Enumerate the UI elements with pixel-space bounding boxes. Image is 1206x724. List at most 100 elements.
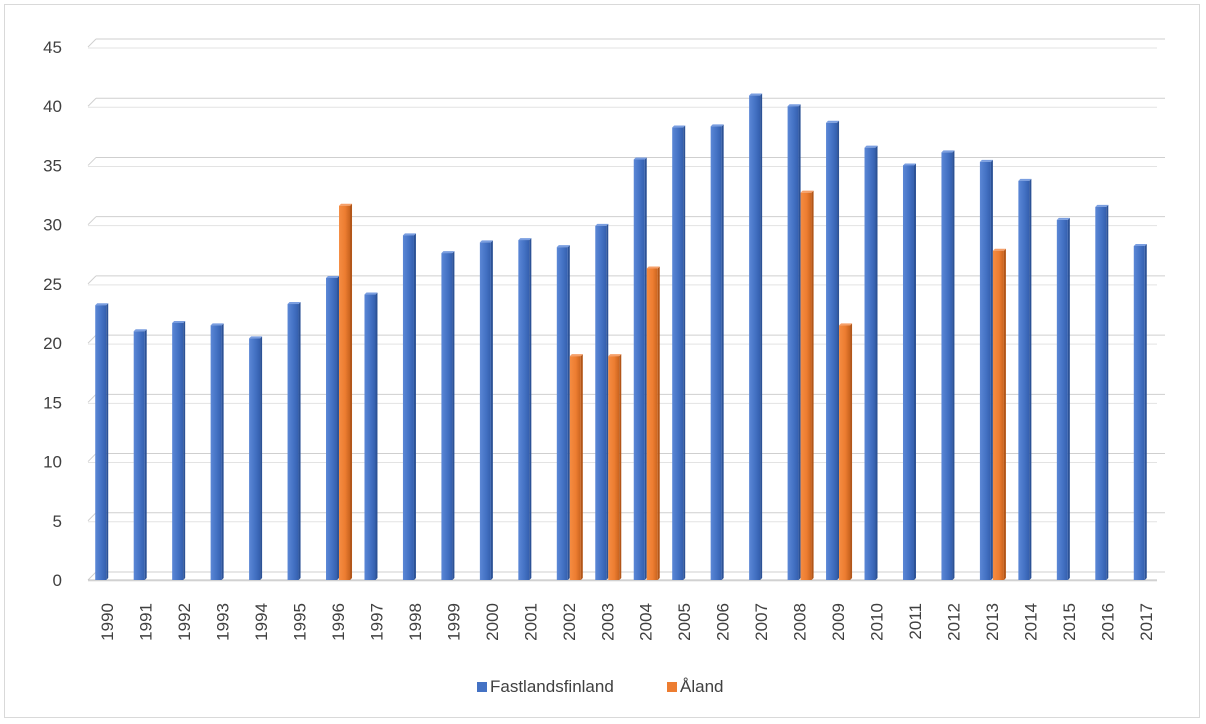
bar-fastlandsfinland-1991 [133, 329, 147, 580]
bar-face [133, 331, 145, 580]
x-tick-label: 2016 [1098, 603, 1117, 641]
bar-side [183, 320, 186, 580]
bar-face [210, 325, 222, 580]
gridline-depth [87, 275, 97, 285]
y-axis-tick-labels: 0 5 10 15 20 25 30 35 40 45 [43, 38, 62, 590]
x-tick-label: 1990 [98, 603, 117, 641]
bar-face [633, 159, 645, 580]
x-tick-label: 1992 [175, 603, 194, 641]
bar-fastlandsfinland-1999 [441, 251, 455, 581]
bar-face [1018, 180, 1030, 580]
bar-fastlandsfinland-1992 [172, 320, 186, 580]
bar-top [249, 336, 263, 339]
x-tick-label: 1997 [367, 603, 386, 641]
gridline-depth [87, 334, 97, 344]
y-tick-label: 0 [53, 571, 62, 590]
bar-top [839, 323, 853, 326]
bar-top [1095, 204, 1109, 207]
y-tick-label: 10 [43, 453, 62, 472]
bar-side [337, 275, 340, 580]
bar-face [249, 338, 261, 580]
bar-side [619, 354, 622, 580]
bar-face [441, 253, 453, 581]
gridlines [87, 38, 1165, 582]
legend-label-fastlandsfinland: Fastlandsfinland [490, 677, 614, 696]
bar-face [326, 277, 338, 580]
bar-top [608, 354, 622, 357]
bar-face [1056, 219, 1068, 580]
bar-fastlandsfinland-2013 [979, 159, 993, 580]
y-tick-label: 20 [43, 334, 62, 353]
bar-fastlandsfinland-2009 [826, 120, 840, 580]
bar-fastlandsfinland-2015 [1056, 217, 1070, 580]
bar-fastlandsfinland-2001 [518, 238, 532, 580]
bar-top [441, 251, 455, 254]
bar-side [811, 190, 814, 581]
gridline-depth [87, 157, 97, 166]
bar-side [1029, 178, 1032, 580]
bar-face [800, 192, 812, 581]
bar-side [567, 245, 570, 580]
bar-top [646, 266, 660, 269]
bar-fastlandsfinland-2004 [633, 157, 647, 580]
bar-fastlandsfinland-1995 [287, 302, 301, 580]
bar-side [106, 303, 109, 580]
bar-side [952, 150, 955, 580]
bar-face [979, 161, 991, 580]
bar-top [1018, 178, 1032, 181]
legend-label-aland: Åland [680, 677, 723, 696]
bar-face [1133, 245, 1145, 580]
x-tick-label: 1998 [406, 603, 425, 641]
bar-fastlandsfinland-1996 [326, 275, 340, 580]
bar-fastlandsfinland-2011 [902, 163, 916, 580]
bar-side [657, 266, 660, 580]
bar-fastlandsfinland-2017 [1133, 243, 1147, 580]
bar-fastlandsfinland-2003 [595, 223, 609, 580]
bar-face [864, 147, 876, 580]
gridline-depth [87, 393, 97, 403]
bar-fastlandsfinland-2000 [479, 240, 493, 580]
y-tick-label: 40 [43, 97, 62, 116]
legend-swatch-fastlandsfinland [477, 682, 487, 692]
gridline-depth [87, 453, 97, 462]
x-tick-label: 2008 [791, 603, 810, 641]
bar-side [1144, 243, 1147, 580]
bar-face [992, 250, 1004, 581]
bar-top [210, 323, 224, 326]
bar-top [902, 163, 916, 166]
bar-side [913, 163, 916, 580]
bar-top [479, 240, 493, 243]
gridline-depth [87, 216, 97, 226]
bar-fastlandsfinland-1990 [95, 303, 109, 580]
bar-aland-2003 [608, 354, 622, 580]
x-axis-tick-labels: 1990 1991 1992 1993 1994 1995 1996 1997 1998 1999… [98, 603, 1156, 641]
bar-top [864, 145, 878, 148]
bar-face [787, 106, 799, 580]
bar-top [826, 120, 840, 123]
bar-top [595, 223, 609, 226]
bar-aland-2004 [646, 266, 660, 580]
bar-top [95, 303, 109, 306]
bar-fastlandsfinland-1998 [402, 233, 416, 580]
bar-side [1067, 217, 1070, 580]
gridline-depth [87, 571, 97, 581]
bar-top [339, 203, 353, 206]
bar-face [710, 126, 722, 580]
bar-side [1106, 204, 1109, 580]
bar-top [1133, 243, 1147, 246]
x-tick-label: 2010 [868, 603, 887, 641]
bar-fastlandsfinland-2005 [672, 125, 686, 580]
bar-side [721, 124, 724, 580]
bar-face [518, 240, 530, 580]
bar-face [339, 205, 351, 580]
x-tick-label: 2006 [714, 603, 733, 641]
bar-top [518, 238, 532, 241]
bar-top [749, 93, 763, 96]
bar-fastlandsfinland-2012 [941, 150, 955, 580]
bar-side [529, 238, 532, 580]
bar-top [710, 124, 724, 127]
bar-side [350, 203, 353, 580]
bar-side [144, 329, 147, 580]
x-tick-label: 1993 [214, 603, 233, 641]
bar-fastlandsfinland-1993 [210, 323, 224, 580]
